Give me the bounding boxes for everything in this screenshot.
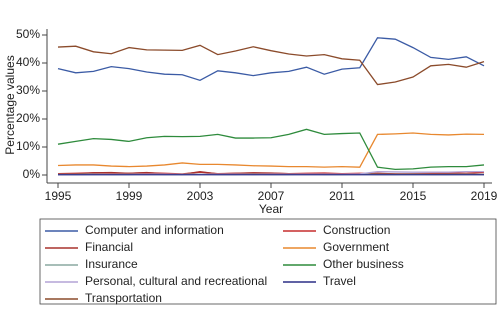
legend-label: Construction	[323, 223, 390, 237]
series-line	[58, 129, 484, 169]
legend-label: Government	[323, 240, 390, 254]
x-tick-label: 2003	[187, 189, 214, 203]
legend-label: Computer and information	[85, 223, 224, 237]
x-tick-label: 2011	[329, 189, 355, 203]
legend-label: Travel	[323, 274, 356, 288]
y-tick-label: 40%	[16, 55, 40, 69]
y-tick-label: 0%	[23, 167, 41, 181]
x-tick-label: 2007	[258, 189, 285, 203]
x-tick-label: 2019	[471, 189, 498, 203]
y-tick-label: 20%	[16, 111, 40, 125]
legend-label: Insurance	[85, 257, 138, 271]
legend-label: Transportation	[85, 291, 162, 305]
x-tick-label: 1995	[45, 189, 72, 203]
x-axis-label: Year	[259, 202, 283, 216]
legend-label: Other business	[323, 257, 404, 271]
x-tick-label: 1999	[116, 189, 143, 203]
series-line	[58, 38, 484, 81]
y-tick-label: 10%	[16, 139, 40, 153]
legend-label: Personal, cultural and recreational	[85, 274, 267, 288]
x-tick-label: 2015	[400, 189, 427, 203]
legend-label: Financial	[85, 240, 133, 254]
y-tick-label: 50%	[16, 27, 40, 41]
y-tick-label: 30%	[16, 83, 40, 97]
